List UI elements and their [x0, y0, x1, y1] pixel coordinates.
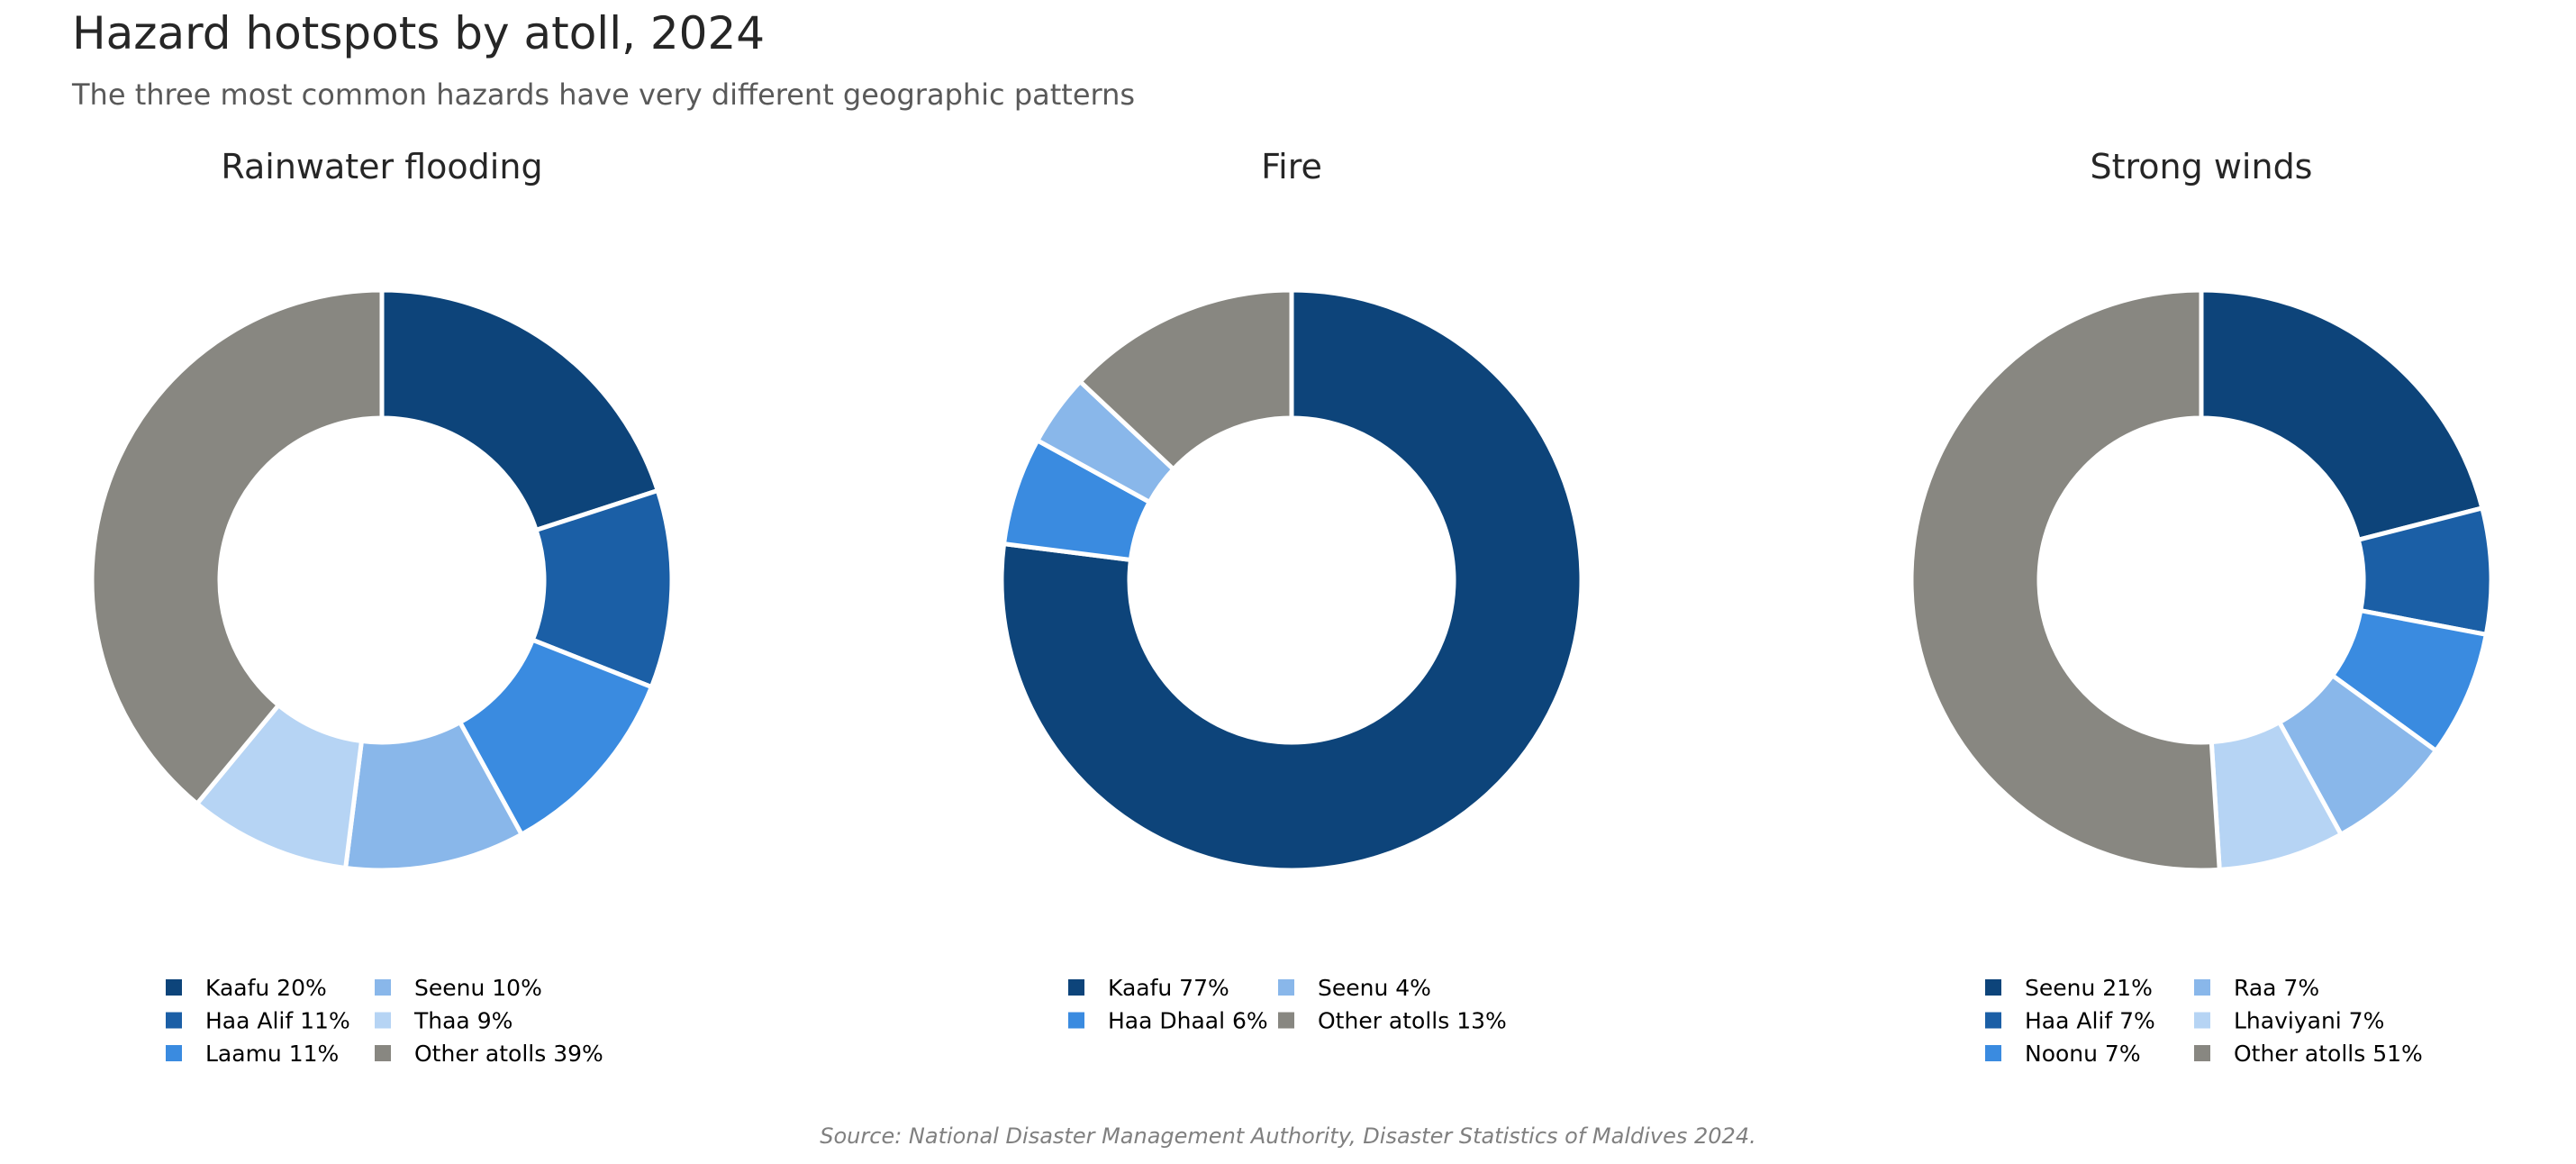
- legend-label: Other atolls 39%: [414, 1041, 603, 1067]
- legend-swatch: [2194, 1045, 2210, 1061]
- legend-swatch: [1985, 979, 2001, 996]
- legend-swatch: [1068, 979, 1084, 996]
- panel-title: Rainwater flooding: [221, 147, 542, 186]
- legend-label: Raa 7%: [2234, 975, 2319, 1001]
- legend-label: Seenu 4%: [1318, 975, 1431, 1001]
- legend: Seenu 21% Haa Alif 7% Noonu 7% Raa 7% Lhaviy…: [1985, 975, 2423, 1067]
- legend-label: Other atolls 51%: [2234, 1041, 2423, 1067]
- chart-subtitle: The three most common hazards have very …: [72, 77, 1136, 112]
- legend: Kaafu 77% Haa Dhaal 6% Seenu 4% Other atoll…: [1068, 975, 1507, 1034]
- legend-label: Haa Dhaal 6%: [1108, 1008, 1268, 1034]
- legend-swatch: [1985, 1045, 2001, 1061]
- panel-title: Fire: [1261, 147, 1322, 186]
- legend-swatch: [166, 1012, 182, 1029]
- legend-label: Seenu 10%: [414, 975, 542, 1001]
- donut-slice: [999, 287, 1584, 873]
- legend-label: Laamu 11%: [205, 1041, 339, 1067]
- donut-slice: [1076, 287, 1294, 473]
- legend-swatch: [2194, 1012, 2210, 1029]
- legend-label: Lhaviyani 7%: [2234, 1008, 2384, 1034]
- legend-swatch: [2194, 979, 2210, 996]
- legend-label: Thaa 9%: [413, 1008, 512, 1034]
- panel-title: Strong winds: [2091, 147, 2313, 186]
- legend: Kaafu 20% Haa Alif 11% Laamu 11% Seenu 10% T…: [166, 975, 603, 1067]
- legend-label: Seenu 21%: [2025, 975, 2153, 1001]
- legend-label: Noonu 7%: [2025, 1041, 2141, 1067]
- legend-swatch: [375, 1012, 391, 1029]
- donut-slice: [89, 287, 385, 807]
- donut-slice: [1909, 287, 2222, 873]
- legend-label: Other atolls 13%: [1318, 1008, 1507, 1034]
- legend-swatch: [375, 979, 391, 996]
- donut-slice: [2199, 287, 2485, 543]
- legend-swatch: [375, 1045, 391, 1061]
- legend-swatch: [1985, 1012, 2001, 1029]
- donut-slice: [379, 287, 661, 533]
- legend-swatch: [166, 979, 182, 996]
- chart-title: Hazard hotspots by atoll, 2024: [72, 7, 766, 59]
- source-note: Source: National Disaster Management Aut…: [820, 1123, 1756, 1149]
- donut-chart-2: Fire Kaafu 77% Haa Dhaal 6% Seenu 4% Other a…: [999, 147, 1584, 1034]
- legend-label: Haa Alif 7%: [2025, 1008, 2155, 1034]
- donut-chart-1: Rainwater flooding Kaafu 20% Haa Alif 11% L…: [89, 147, 675, 1067]
- legend-swatch: [1278, 1012, 1294, 1029]
- legend-swatch: [1278, 979, 1294, 996]
- legend-label: Kaafu 77%: [1108, 975, 1229, 1001]
- legend-swatch: [166, 1045, 182, 1061]
- donut-chart-3: Strong winds Seenu 21% Haa Alif 7% Noonu 7%…: [1909, 147, 2494, 1067]
- legend-swatch: [1068, 1012, 1084, 1029]
- legend-label: Haa Alif 11%: [205, 1008, 350, 1034]
- legend-label: Kaafu 20%: [205, 975, 327, 1001]
